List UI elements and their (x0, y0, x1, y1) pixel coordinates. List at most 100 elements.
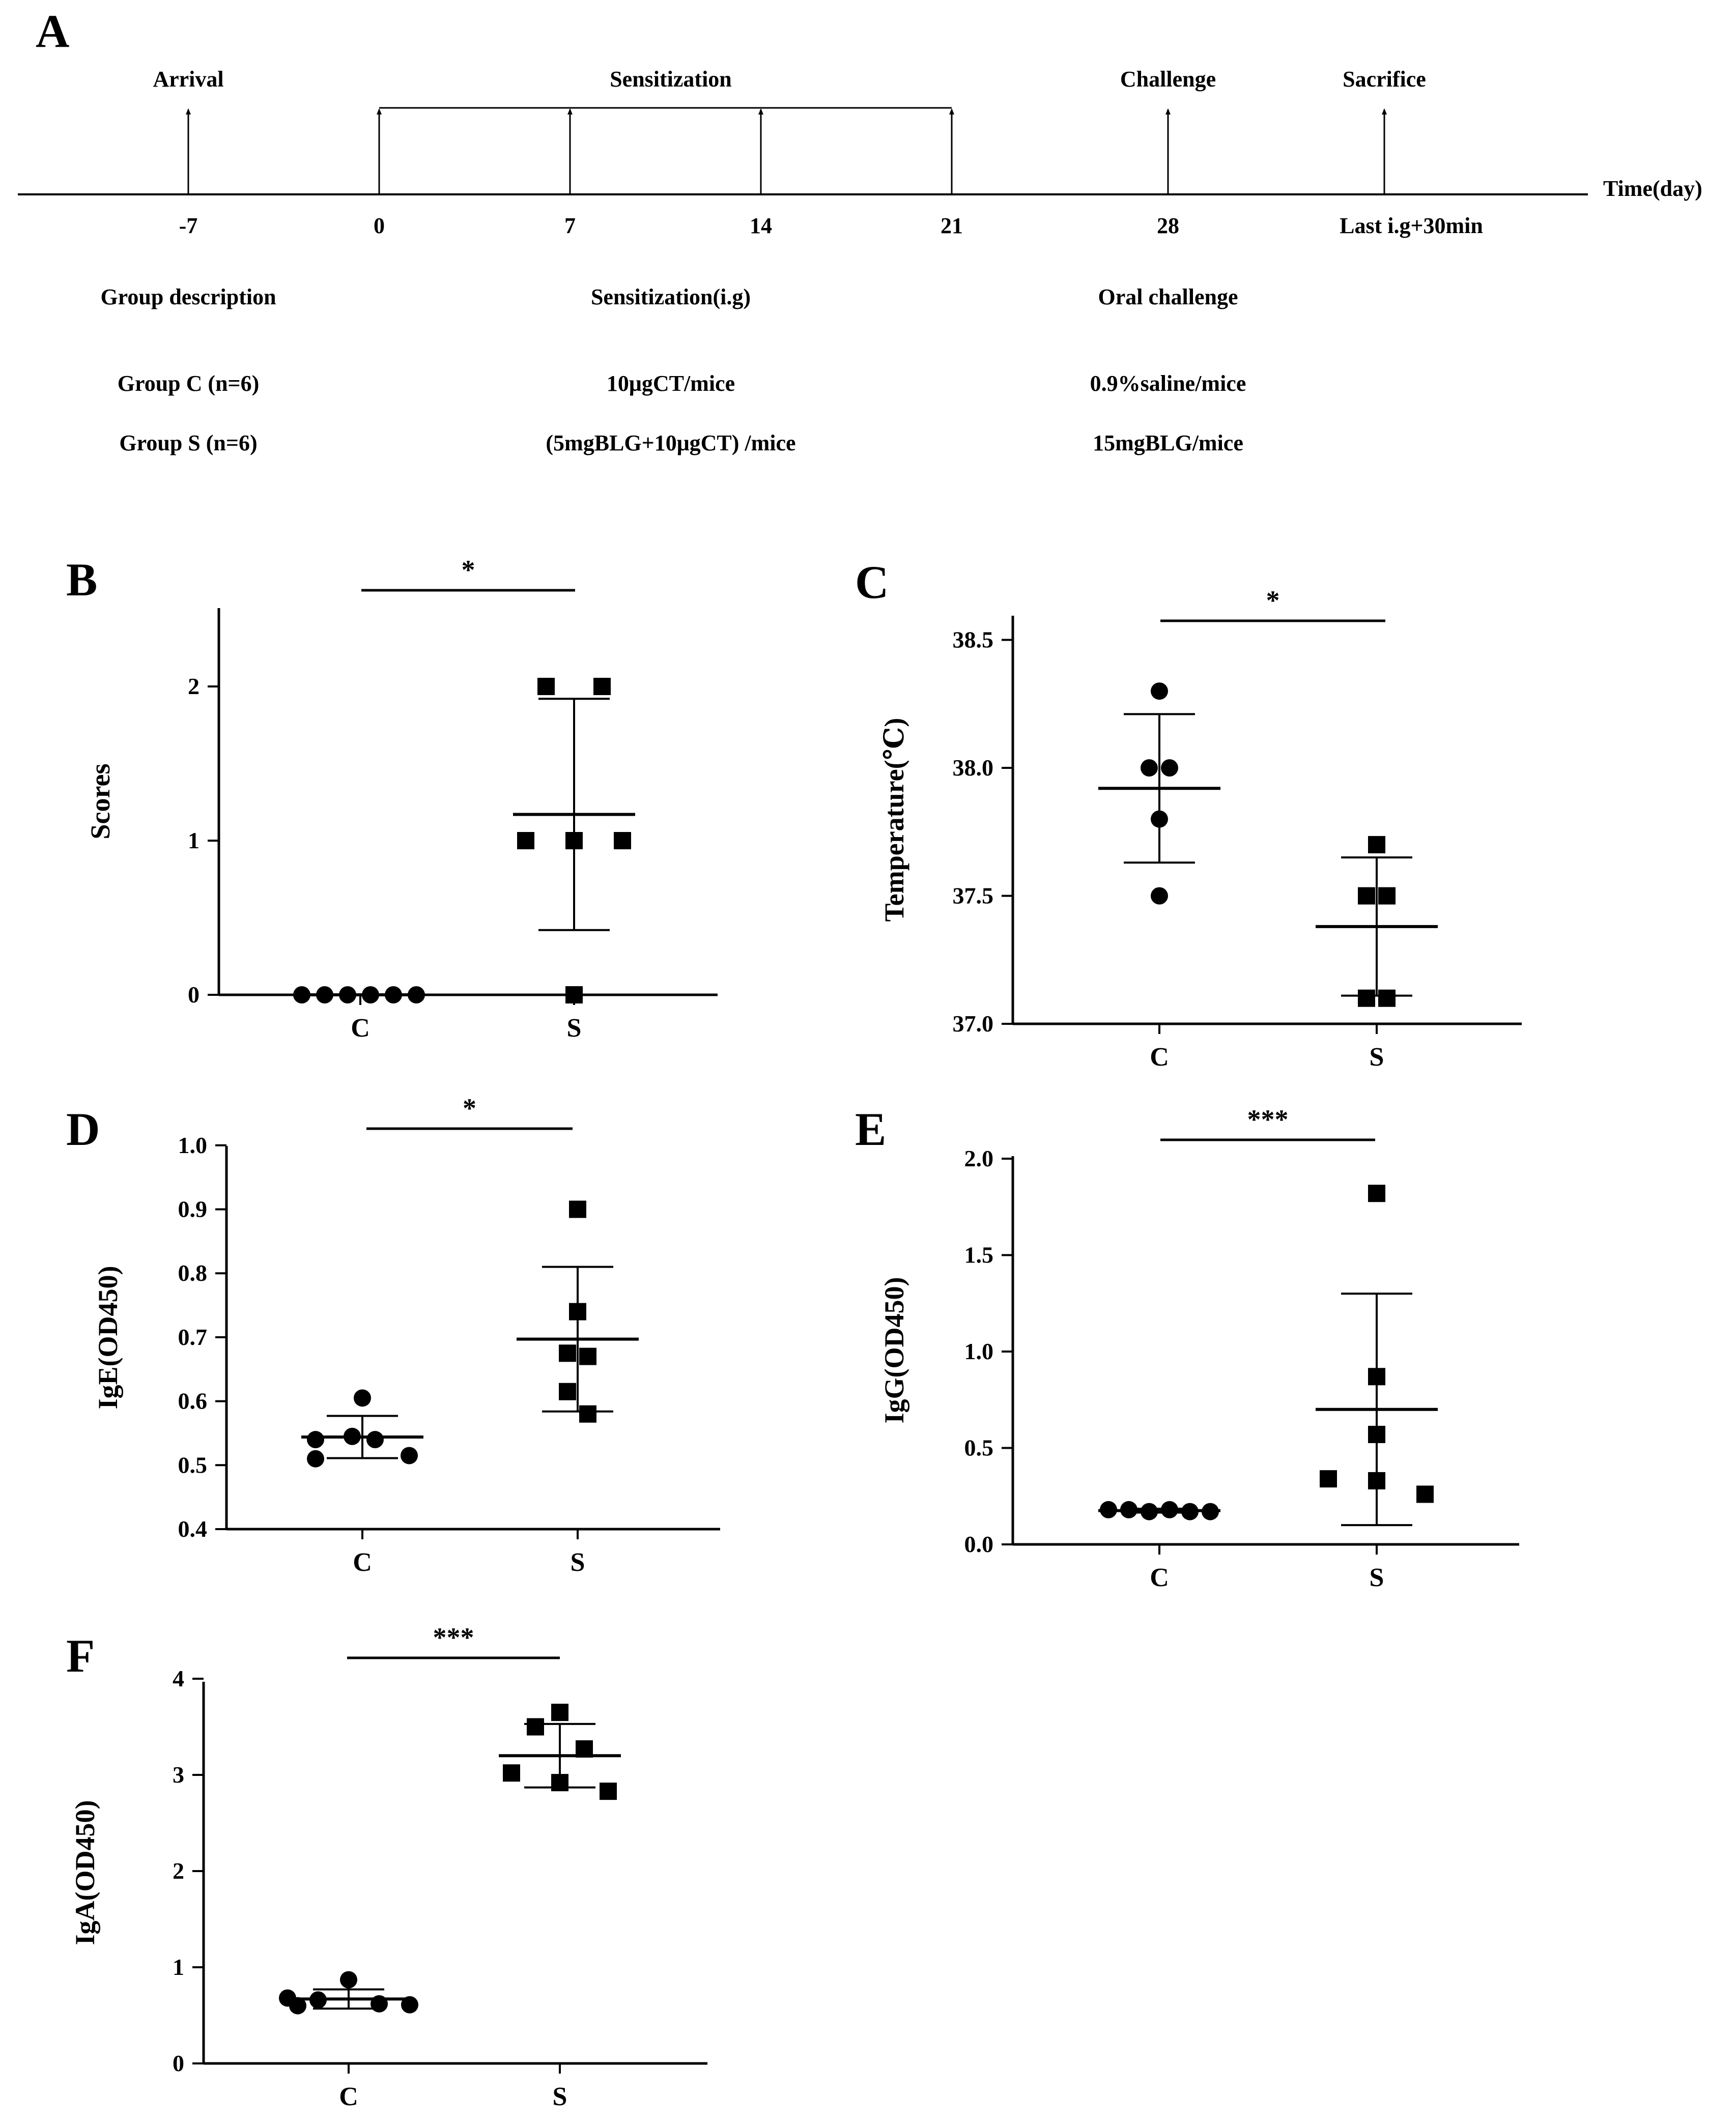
table-cell-0-1: 10μgCT/mice (607, 371, 735, 396)
y-tick-label-b-1: 1 (188, 827, 200, 853)
significance-label-c: * (1266, 585, 1280, 616)
data-point-d-1-1 (569, 1303, 586, 1320)
chart-panel-c: C 37.0 37.5 38.0 38.5 C S Temperature(℃) * (855, 556, 1522, 1072)
timeline-event-label-5: Challenge (1120, 67, 1216, 92)
timeline-arrow-3 (758, 108, 763, 114)
y-tick-label-f-3: 3 (173, 1762, 184, 1788)
x-tick-label-c-1: S (1370, 1043, 1384, 1072)
data-point-d-0-5 (307, 1450, 324, 1468)
timeline-event-label-0: Arrival (153, 67, 223, 92)
y-tick-label-e-4: 2.0 (964, 1145, 994, 1171)
panel-letter-e: E (855, 1103, 886, 1155)
x-tick-label-f-1: S (553, 2082, 567, 2111)
panel-letter-c: C (855, 556, 889, 608)
data-point-f-0-2 (340, 1971, 357, 1989)
y-tick-label-f-2: 2 (173, 1858, 184, 1884)
data-point-c-1-0 (1368, 836, 1385, 853)
data-point-b-1-5 (565, 986, 583, 1003)
table-cell-1-0: Group S (n=6) (119, 430, 257, 455)
data-point-d-0-3 (366, 1431, 384, 1449)
x-tick-label-e-1: S (1370, 1563, 1384, 1592)
y-axis-label-d: IgE(OD450) (93, 1266, 123, 1410)
timeline-tick-label-6: Last i.g+30min (1340, 213, 1483, 238)
data-point-f-0-5 (289, 1997, 306, 2015)
y-tick-label-d-1: 0.5 (178, 1452, 208, 1478)
timeline-axis-label: Time(day) (1603, 176, 1702, 201)
data-point-b-1-1 (593, 678, 611, 695)
y-tick-label-f-0: 0 (173, 2050, 184, 2076)
x-tick-label-d-1: S (571, 1548, 585, 1577)
y-tick-label-e-0: 0.0 (964, 1531, 994, 1557)
data-point-e-0-3 (1161, 1501, 1178, 1518)
data-point-e-1-2 (1368, 1425, 1385, 1443)
data-point-e-1-5 (1416, 1485, 1434, 1503)
y-tick-label-f-1: 1 (173, 1954, 184, 1980)
data-point-b-0-4 (385, 986, 402, 1003)
data-point-b-0-1 (316, 986, 333, 1003)
significance-label-b: * (462, 555, 475, 585)
data-point-b-1-4 (614, 832, 631, 849)
timeline-tick-label-2: 7 (564, 213, 576, 238)
data-point-c-0-4 (1151, 887, 1168, 905)
y-tick-label-d-5: 0.9 (178, 1196, 208, 1222)
timeline-arrow-2 (567, 108, 573, 114)
data-point-b-0-3 (362, 986, 379, 1003)
sensitization-label: Sensitization (610, 67, 732, 92)
data-point-c-0-2 (1161, 759, 1178, 777)
data-point-c-1-3 (1358, 989, 1375, 1007)
y-tick-label-e-1: 0.5 (964, 1435, 994, 1461)
y-tick-label-d-6: 1.0 (178, 1132, 208, 1158)
data-point-b-1-2 (517, 832, 534, 849)
data-point-e-1-1 (1368, 1368, 1385, 1386)
data-point-c-1-2 (1378, 887, 1396, 905)
y-tick-label-e-2: 1.0 (964, 1338, 994, 1364)
timeline-tick-label-3: 14 (750, 213, 772, 238)
x-tick-label-d-0: C (353, 1548, 372, 1577)
chart-panel-d: D 0.4 0.5 0.6 0.7 0.8 0.9 1.0 C S IgE(OD450) * (66, 1093, 720, 1577)
panel-letter-d: D (66, 1103, 100, 1155)
data-point-c-0-0 (1151, 682, 1168, 700)
timeline-tick-label-5: 28 (1157, 213, 1179, 238)
data-point-e-0-1 (1120, 1501, 1137, 1518)
y-tick-label-d-2: 0.6 (178, 1388, 208, 1414)
chart-panel-b: B 0 1 2 C S Scores * (66, 554, 718, 1043)
data-point-f-1-0 (551, 1704, 568, 1721)
data-point-b-1-3 (565, 832, 583, 849)
data-point-f-1-3 (503, 1764, 520, 1782)
y-tick-label-f-4: 4 (173, 1665, 184, 1691)
timeline-tick-label-1: 0 (374, 213, 385, 238)
x-tick-label-c-0: C (1150, 1043, 1169, 1072)
data-point-d-0-2 (354, 1389, 371, 1407)
y-tick-label-c-1: 37.5 (953, 883, 994, 909)
timeline-tick-label-4: 21 (941, 213, 963, 238)
table-cell-1-2: 15mgBLG/mice (1093, 430, 1243, 455)
x-tick-label-e-0: C (1150, 1563, 1169, 1592)
panel-letter-f: F (66, 1630, 95, 1682)
data-point-b-0-5 (408, 986, 425, 1003)
timeline-tick-label-0: -7 (179, 213, 198, 238)
data-point-b-1-0 (537, 678, 555, 695)
data-point-d-0-0 (307, 1431, 324, 1449)
table-header-1: Sensitization(i.g) (591, 284, 751, 309)
timeline-arrow-6 (1382, 108, 1387, 114)
panel-letter-b: B (66, 554, 97, 606)
timeline-event-label-6: Sacrifice (1343, 67, 1426, 92)
timeline-arrow-0 (186, 108, 191, 114)
y-axis-label-b: Scores (85, 764, 116, 840)
y-tick-label-d-0: 0.4 (178, 1516, 208, 1542)
y-axis-label-e: IgG(OD450) (879, 1277, 909, 1424)
data-point-f-1-5 (600, 1783, 617, 1800)
table-cell-1-1: (5mgBLG+10μgCT) /mice (546, 430, 795, 455)
panel-a-timeline: A Time(day) Arrival -7 0 7 14 21 Challenge 28 Sacr… (18, 5, 1702, 455)
data-point-d-1-0 (569, 1200, 586, 1218)
table-cell-0-2: 0.9%saline/mice (1090, 371, 1246, 396)
x-tick-label-b-0: C (351, 1014, 370, 1043)
data-point-d-1-2 (559, 1344, 576, 1362)
data-point-d-0-4 (401, 1447, 418, 1464)
data-point-f-0-1 (309, 1991, 327, 2009)
data-point-d-0-1 (344, 1427, 361, 1445)
table-header-2: Oral challenge (1098, 284, 1238, 309)
timeline-arrow-4 (949, 108, 954, 114)
data-point-f-0-3 (371, 1995, 388, 2013)
y-tick-label-b-0: 0 (188, 982, 200, 1008)
